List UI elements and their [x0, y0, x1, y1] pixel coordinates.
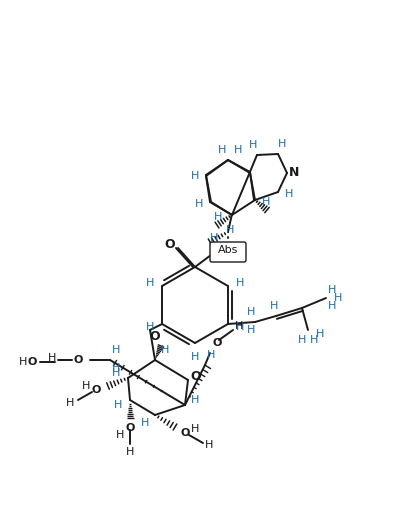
- Text: H: H: [234, 145, 242, 155]
- Text: H: H: [247, 325, 255, 335]
- Text: H: H: [195, 199, 203, 209]
- Text: H: H: [112, 363, 120, 373]
- Text: O: O: [212, 338, 222, 348]
- Text: H: H: [262, 197, 270, 207]
- Text: H: H: [328, 301, 336, 311]
- Text: O: O: [91, 385, 101, 395]
- Text: H: H: [218, 145, 226, 155]
- Text: H: H: [226, 225, 234, 235]
- Text: H: H: [298, 335, 306, 345]
- Text: O: O: [73, 355, 83, 365]
- Text: H: H: [191, 424, 199, 434]
- Text: H: H: [236, 322, 244, 332]
- Text: H: H: [112, 345, 120, 355]
- Text: H: H: [48, 353, 56, 363]
- Text: Abs: Abs: [218, 245, 238, 255]
- Text: H: H: [191, 352, 199, 362]
- Text: O: O: [180, 428, 190, 438]
- Text: O: O: [27, 357, 37, 367]
- Text: H: H: [146, 322, 154, 332]
- Text: O: O: [191, 370, 201, 383]
- Text: H: H: [285, 189, 293, 199]
- Text: H: H: [235, 321, 243, 331]
- Text: O: O: [150, 331, 160, 344]
- Text: H: H: [114, 400, 122, 410]
- Text: N: N: [289, 167, 299, 180]
- Text: H: H: [191, 171, 199, 181]
- Text: H: H: [112, 368, 120, 378]
- Text: H: H: [191, 395, 199, 405]
- Text: O: O: [125, 423, 135, 433]
- Text: H: H: [310, 335, 318, 345]
- Text: H: H: [19, 357, 27, 367]
- Text: H: H: [207, 350, 215, 360]
- Text: H: H: [236, 278, 244, 288]
- Text: H: H: [146, 278, 154, 288]
- Text: O: O: [165, 237, 175, 250]
- Text: H: H: [82, 381, 90, 391]
- Text: H: H: [270, 301, 278, 311]
- Text: H: H: [214, 212, 222, 222]
- Text: H: H: [247, 307, 255, 317]
- Text: H: H: [141, 418, 149, 428]
- Text: H: H: [278, 139, 286, 149]
- Text: H: H: [249, 140, 257, 150]
- Text: H: H: [116, 430, 124, 440]
- Text: H: H: [205, 440, 213, 450]
- Text: H: H: [316, 329, 324, 339]
- Text: H: H: [334, 293, 342, 303]
- Text: H: H: [210, 233, 218, 243]
- Text: H: H: [328, 285, 336, 295]
- Text: H: H: [66, 398, 74, 408]
- FancyBboxPatch shape: [210, 242, 246, 262]
- Text: H: H: [161, 345, 169, 355]
- Text: H: H: [126, 447, 134, 457]
